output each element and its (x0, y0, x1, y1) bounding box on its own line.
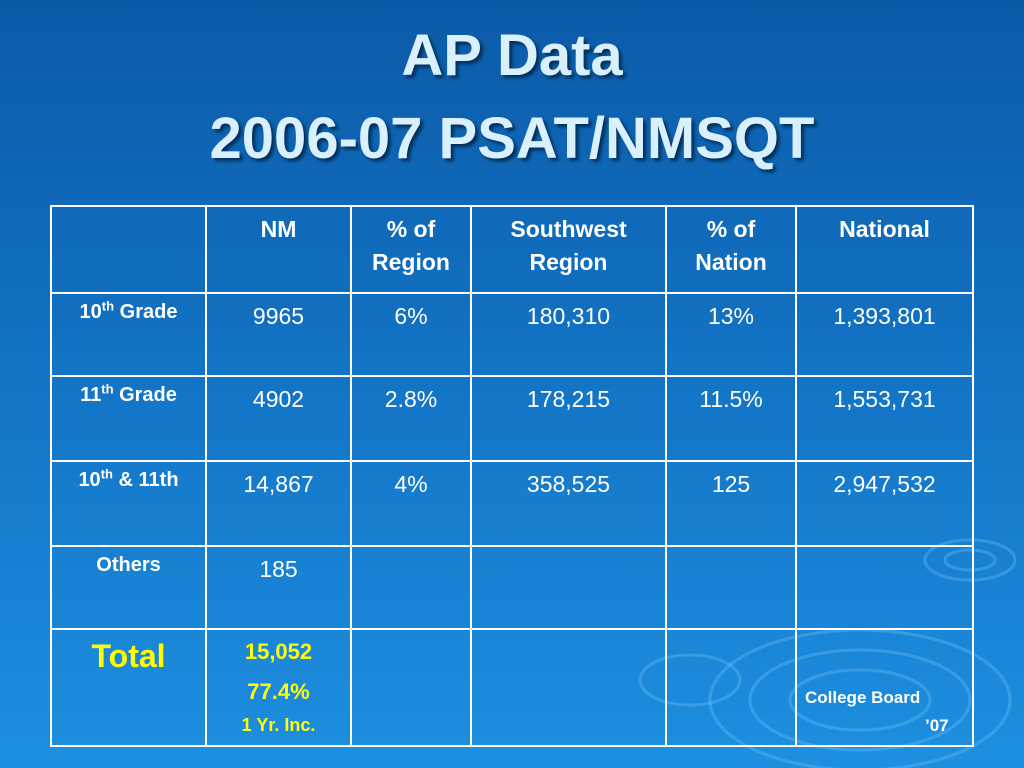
label-part: Others (96, 554, 161, 576)
label-part: & 11th (112, 469, 179, 491)
table-cell: 1,553,731 (795, 375, 974, 462)
header-cell: Southwest Region (470, 205, 667, 294)
table-row: Total 15,052 77.4% 1 Yr. Inc. (50, 628, 974, 747)
label-part: 10 (78, 469, 101, 491)
total-line: 77.4% (247, 679, 310, 704)
total-line: 1 Yr. Inc. (241, 715, 316, 735)
table-cell: 14,867 (205, 460, 352, 547)
table-row: Others 185 (50, 545, 974, 630)
table-cell: 1,393,801 (795, 292, 974, 377)
label-part: th (100, 466, 113, 482)
row-label: Total (50, 628, 207, 747)
table-row: 11th Grade 4902 2.8% 178,215 11.5% 1,553,731 (50, 375, 974, 462)
label-part: th (101, 298, 115, 314)
table-cell: 4% (350, 460, 472, 547)
table-cell: 2,947,532 (795, 460, 974, 547)
data-table: NM% of Region Southwest Region% of Nation… (50, 205, 974, 747)
table-cell: 6% (350, 292, 472, 377)
table-row: 10th & 11th 14,867 4% 358,525 125 2,947,532 (50, 460, 974, 547)
table-cell: 185 (205, 545, 352, 630)
header-cell: NM (205, 205, 352, 294)
table-cell (795, 545, 974, 630)
row-label: 10th & 11th (50, 460, 207, 547)
row-label: 10th Grade (50, 292, 207, 377)
table-cell: 2.8% (350, 375, 472, 462)
table-cell: 13% (665, 292, 797, 377)
header-cell: % of Region (350, 205, 472, 294)
table-cell: 180,310 (470, 292, 667, 377)
label-part: 10 (79, 301, 102, 323)
table-cell: 11.5% (665, 375, 797, 462)
source-year: ’07 (925, 716, 949, 735)
table-cell (665, 628, 797, 747)
table-cell: 358,525 (470, 460, 667, 547)
table-cell (795, 628, 974, 747)
table-cell: 178,215 (470, 375, 667, 462)
header-row: NM% of Region Southwest Region% of Nation… (50, 205, 974, 294)
label-part: Total (91, 638, 166, 674)
table-cell (350, 628, 472, 747)
label-part: th (101, 381, 114, 397)
title-line: 2006-07 PSAT/NMSQT (209, 106, 815, 171)
table-cell (470, 545, 667, 630)
table-cell: 9965 (205, 292, 352, 377)
row-label: Others (50, 545, 207, 630)
table-cell (350, 545, 472, 630)
table-cell: 15,052 77.4% 1 Yr. Inc. (205, 628, 352, 747)
table-cell: 125 (665, 460, 797, 547)
table-row: 10th Grade 9965 6% 180,310 13% 1,393,801 (50, 292, 974, 377)
table-cell (665, 545, 797, 630)
header-cell: % of Nation (665, 205, 797, 294)
header-cell: National (795, 205, 974, 294)
source-note: College Board (805, 688, 921, 707)
total-line: 15,052 (244, 639, 313, 664)
label-part: Grade (113, 384, 177, 406)
table-cell (470, 628, 667, 747)
title-line: AP Data (401, 23, 623, 88)
table-cell: 4902 (205, 375, 352, 462)
label-part: Grade (114, 301, 178, 323)
row-label: 11th Grade (50, 375, 207, 462)
header-cell (50, 205, 207, 294)
label-part: 11 (80, 384, 102, 406)
